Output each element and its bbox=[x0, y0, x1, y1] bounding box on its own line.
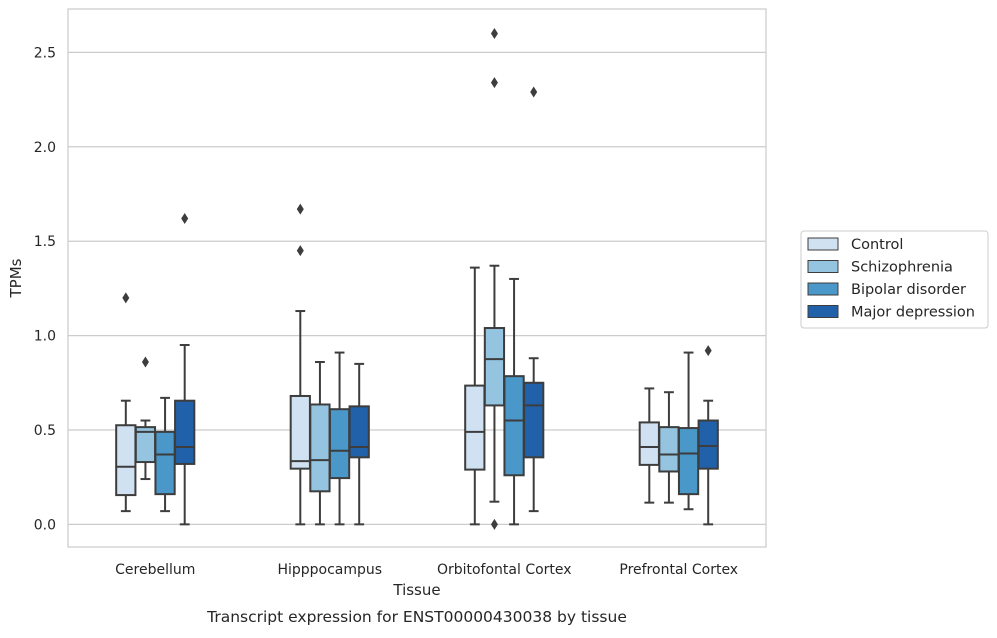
box-group bbox=[289, 203, 311, 526]
box-group bbox=[115, 292, 137, 513]
box-iqr bbox=[523, 381, 545, 459]
box-group bbox=[134, 356, 157, 481]
outlier-marker bbox=[181, 213, 189, 225]
box-group bbox=[697, 345, 719, 526]
y-tick-label: 1.5 bbox=[34, 234, 56, 250]
box-group bbox=[154, 396, 176, 513]
legend-swatch bbox=[807, 282, 839, 296]
legend-label: Control bbox=[851, 237, 903, 253]
box-iqr bbox=[483, 327, 506, 407]
x-tick-labels: Cerebellum Hipppocampus Orbitofontal Corte… bbox=[115, 562, 738, 578]
box-group bbox=[638, 387, 660, 504]
outlier-marker bbox=[490, 518, 498, 530]
outlier-marker bbox=[296, 245, 304, 257]
legend-label: Bipolar disorder bbox=[851, 282, 966, 298]
plot-frame bbox=[67, 8, 767, 548]
y-tick-label: 0.0 bbox=[34, 517, 56, 533]
box-iqr bbox=[638, 421, 660, 466]
outlier-marker bbox=[141, 356, 149, 368]
box-group bbox=[309, 361, 331, 526]
box-group bbox=[523, 86, 545, 513]
box-group bbox=[464, 266, 486, 526]
box-iqr bbox=[115, 424, 137, 497]
legend: Control Schizophrenia Bipolar disorder Majo… bbox=[800, 230, 989, 329]
outlier-marker bbox=[122, 292, 130, 304]
legend-label: Schizophrenia bbox=[851, 260, 953, 276]
x-axis-label: Tissue bbox=[392, 581, 440, 599]
box-group bbox=[348, 362, 370, 526]
outlier-marker bbox=[490, 77, 498, 89]
box-iqr bbox=[464, 384, 486, 471]
box-layer bbox=[115, 28, 719, 530]
chart-caption: Transcript expression for ENST0000043003… bbox=[206, 608, 627, 626]
box-group bbox=[503, 277, 525, 526]
box-iqr bbox=[348, 405, 370, 459]
outlier-marker bbox=[490, 28, 498, 40]
y-tick-label: 2.5 bbox=[34, 45, 56, 61]
outlier-marker bbox=[704, 345, 712, 357]
box-iqr bbox=[328, 408, 351, 480]
legend-swatch bbox=[807, 237, 839, 251]
box-iqr bbox=[174, 399, 196, 465]
y-axis-label: TPMs bbox=[7, 258, 25, 298]
box-iqr bbox=[503, 375, 525, 477]
box-group bbox=[483, 28, 506, 530]
legend-swatch bbox=[807, 305, 839, 318]
box-group bbox=[328, 351, 351, 526]
box-group bbox=[677, 351, 700, 511]
x-tick-label: Orbitofontal Cortex bbox=[437, 562, 572, 578]
legend-swatch bbox=[807, 260, 839, 273]
box-iqr bbox=[309, 403, 331, 493]
x-tick-label: Cerebellum bbox=[115, 562, 195, 578]
legend-label: Major depression bbox=[851, 305, 975, 321]
legend-frame bbox=[800, 230, 989, 329]
box-iqr bbox=[154, 430, 176, 496]
box-iqr bbox=[677, 427, 700, 496]
box-iqr bbox=[289, 394, 311, 470]
box-group bbox=[174, 213, 196, 526]
x-tick-label: Prefrontal Cortex bbox=[619, 562, 738, 578]
box-iqr bbox=[658, 426, 680, 473]
box-iqr bbox=[697, 419, 719, 470]
y-tick-label: 0.5 bbox=[34, 423, 56, 439]
y-tick-label: 2.0 bbox=[34, 140, 56, 156]
outlier-marker bbox=[530, 86, 538, 98]
y-tick-label: 1.0 bbox=[34, 329, 56, 345]
box-group bbox=[658, 391, 680, 504]
outlier-marker bbox=[296, 203, 304, 215]
x-tick-label: Hipppocampus bbox=[277, 562, 382, 578]
y-tick-labels: 0.0 0.5 1.0 1.5 2.0 2.5 bbox=[34, 45, 56, 533]
